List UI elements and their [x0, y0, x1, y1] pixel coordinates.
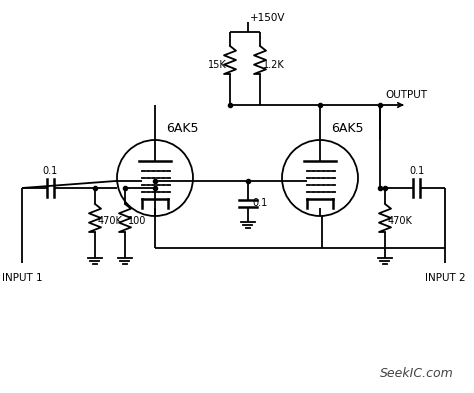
Text: SeekIC.com: SeekIC.com: [380, 367, 454, 380]
Text: INPUT 1: INPUT 1: [2, 273, 42, 283]
Text: 0.1: 0.1: [42, 166, 58, 176]
Text: 0.1: 0.1: [252, 198, 267, 208]
Text: 15K: 15K: [208, 60, 227, 70]
Text: INPUT 2: INPUT 2: [425, 273, 465, 283]
Text: 6AK5: 6AK5: [331, 122, 364, 135]
Text: 470K: 470K: [388, 216, 413, 226]
Text: 0.1: 0.1: [410, 166, 425, 176]
Text: 6AK5: 6AK5: [166, 122, 199, 135]
Text: 100: 100: [128, 216, 146, 226]
Text: OUTPUT: OUTPUT: [385, 90, 427, 100]
Text: +150V: +150V: [250, 13, 285, 23]
Text: 1.2K: 1.2K: [263, 60, 285, 70]
Text: 470K: 470K: [98, 216, 123, 226]
